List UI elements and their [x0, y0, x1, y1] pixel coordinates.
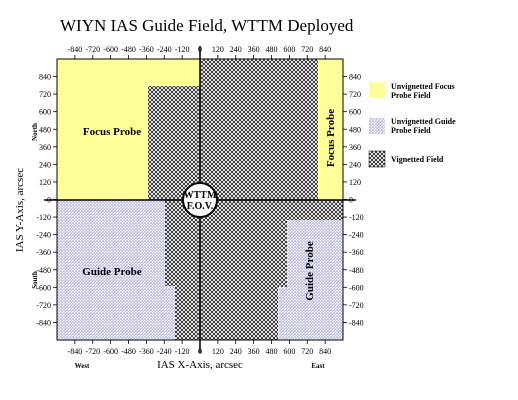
direction-label-north: North	[31, 123, 39, 141]
legend: Unvignetted Focus Probe Field Unvignette…	[368, 82, 456, 168]
wttm-fov-label-line1: WTTM	[184, 190, 217, 201]
x-tick-label-top: 480	[266, 45, 278, 54]
x-tick-label-bottom: 480	[266, 347, 278, 356]
y-tick-label-left: 480	[39, 125, 51, 134]
x-tick-label-bottom: 240	[230, 347, 242, 356]
x-tick-label-top: 840	[319, 45, 331, 54]
direction-label-south: South	[31, 271, 39, 289]
x-tick-label-top: -360	[139, 45, 154, 54]
x-tick-label-bottom: 720	[301, 347, 313, 356]
x-tick-label-top: 360	[248, 45, 260, 54]
y-tick-label-left: -480	[36, 266, 51, 275]
y-tick-label-left: -600	[36, 283, 51, 292]
guide-probe-label-left: Guide Probe	[82, 266, 142, 278]
y-tick-label-left: -240	[36, 231, 51, 240]
x-tick-label-bottom: -240	[157, 347, 172, 356]
legend-swatch-guide	[369, 118, 385, 134]
focus-probe-region-right	[318, 59, 343, 200]
y-tick-label-left: 360	[39, 143, 51, 152]
y-tick-label-left: 600	[39, 108, 51, 117]
x-tick-label-top: -120	[175, 45, 190, 54]
legend-guide-line2: Probe Field	[391, 126, 431, 135]
legend-vignetted-line1: Vignetted Field	[391, 155, 444, 164]
x-tick-label-top: -240	[157, 45, 172, 54]
y-tick-label-right: -600	[349, 283, 364, 292]
x-tick-label-bottom: 360	[248, 347, 260, 356]
y-tick-label-left: 0	[47, 196, 51, 205]
y-tick-label-left: -360	[36, 248, 51, 257]
x-tick-label-bottom: -600	[103, 347, 118, 356]
y-tick-label-right: 360	[349, 143, 361, 152]
y-tick-label-right: -840	[349, 318, 364, 327]
y-tick-label-left: -720	[36, 301, 51, 310]
x-axis-label: IAS X-Axis, arcsec	[157, 359, 243, 371]
y-tick-label-left: 720	[39, 90, 51, 99]
y-tick-label-right: -120	[349, 213, 364, 222]
wttm-fov-label-line2: F.O.V.	[187, 201, 214, 212]
x-tick-label-bottom: -120	[175, 347, 190, 356]
y-tick-label-right: -360	[349, 248, 364, 257]
x-tick-label-top: 600	[283, 45, 295, 54]
y-tick-label-right: 240	[349, 160, 361, 169]
x-tick-label-bottom: 600	[283, 347, 295, 356]
x-tick-label-top: 0	[198, 45, 202, 54]
guide-probe-region-left	[57, 200, 165, 340]
direction-label-east: East	[311, 362, 325, 370]
y-tick-label-left: 240	[39, 160, 51, 169]
x-tick-label-top: -600	[103, 45, 118, 54]
focus-probe-label-left: Focus Probe	[83, 126, 141, 138]
legend-swatch-vignetted	[368, 150, 386, 168]
vignetted-step-upper-left	[148, 86, 200, 200]
x-tick-label-bottom: 0	[198, 347, 202, 356]
y-tick-label-left: -840	[36, 318, 51, 327]
x-tick-label-bottom: 840	[319, 347, 331, 356]
guide-probe-label-right: Guide Probe	[304, 241, 316, 301]
diagram-title: WIYN IAS Guide Field, WTTM Deployed	[60, 16, 354, 35]
y-tick-label-right: -720	[349, 301, 364, 310]
x-tick-label-bottom: -720	[85, 347, 100, 356]
x-tick-label-top: -480	[121, 45, 136, 54]
y-tick-label-right: -240	[349, 231, 364, 240]
x-tick-label-top: 120	[212, 45, 224, 54]
x-tick-label-bottom: -840	[68, 347, 83, 356]
y-tick-label-right: 600	[349, 108, 361, 117]
x-tick-label-top: -720	[85, 45, 100, 54]
legend-focus-line1: Unvignetted Focus	[391, 82, 455, 91]
y-tick-label-right: 720	[349, 90, 361, 99]
direction-label-west: West	[75, 362, 90, 370]
x-tick-label-top: 240	[230, 45, 242, 54]
legend-guide-line1: Unvignetted Guide	[391, 117, 456, 126]
y-tick-label-right: 480	[349, 125, 361, 134]
legend-focus-line2: Probe Field	[391, 91, 431, 100]
focus-probe-label-right: Focus Probe	[325, 109, 337, 167]
y-tick-label-left: -120	[36, 213, 51, 222]
x-tick-label-top: 720	[301, 45, 313, 54]
x-tick-label-bottom: -480	[121, 347, 136, 356]
y-tick-label-right: 0	[349, 196, 353, 205]
y-axis-label: IAS Y-Axis, arcsec	[14, 168, 26, 252]
y-tick-label-right: 840	[349, 73, 361, 82]
y-tick-label-right: -480	[349, 266, 364, 275]
y-tick-label-right: 120	[349, 178, 361, 187]
x-tick-label-top: -840	[68, 45, 83, 54]
axis-ticks: -840-840-720-720-600-600-480-480-360-360…	[36, 45, 363, 356]
legend-swatch-focus	[369, 82, 385, 98]
y-tick-label-left: 120	[39, 178, 51, 187]
x-tick-label-bottom: 120	[212, 347, 224, 356]
y-tick-label-left: 840	[39, 73, 51, 82]
guide-probe-region-right	[287, 220, 343, 340]
guide-probe-notch-right	[278, 287, 287, 340]
wttm-fov-circle	[182, 182, 218, 218]
x-tick-label-bottom: -360	[139, 347, 154, 356]
guide-probe-notch-left	[165, 286, 175, 340]
